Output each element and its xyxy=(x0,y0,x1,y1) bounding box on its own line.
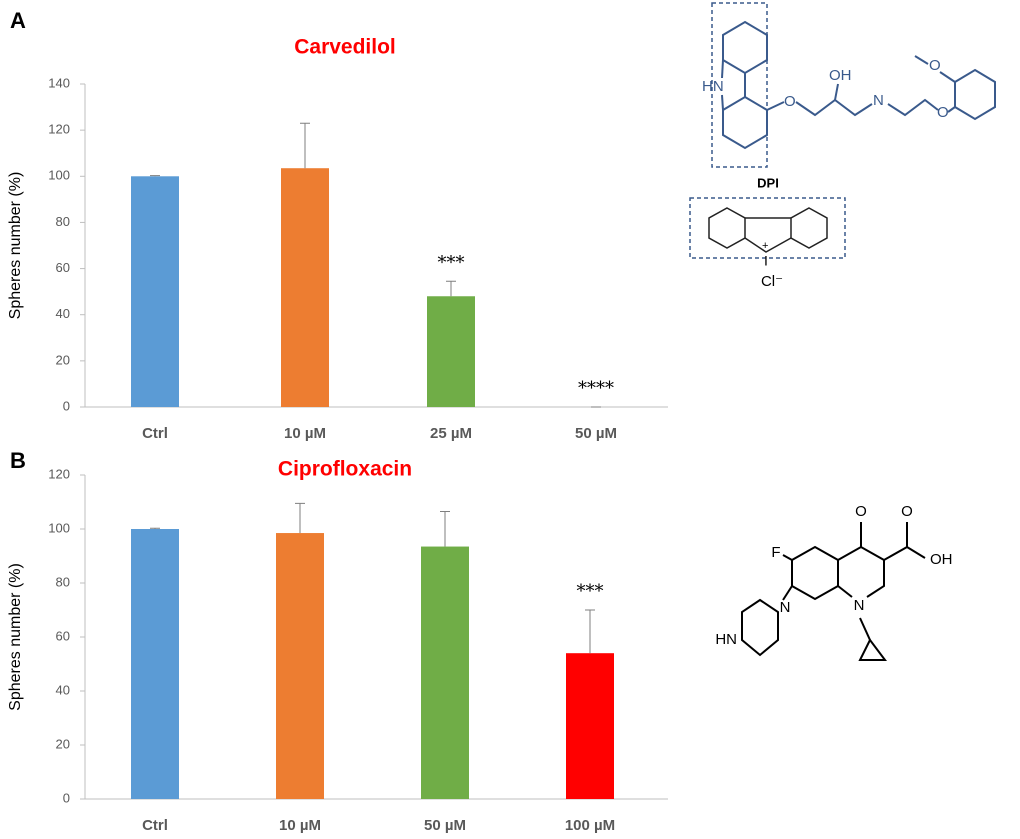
significance-label: *** xyxy=(577,581,604,602)
y-tick-label: 120 xyxy=(48,122,70,137)
atom-label: O xyxy=(901,503,913,520)
bond xyxy=(837,545,885,598)
y-tick-label: 80 xyxy=(56,574,70,589)
x-tick-label: 10 µM xyxy=(284,425,326,442)
y-tick-label: 60 xyxy=(56,260,70,275)
bar xyxy=(427,296,475,407)
atom-label: N xyxy=(873,92,884,109)
carbazole-box xyxy=(711,2,768,168)
bond xyxy=(722,95,768,150)
atom-label: O xyxy=(784,93,796,110)
atom-label: O xyxy=(937,104,949,121)
atom-label: HN xyxy=(702,78,724,95)
y-tick-label: 120 xyxy=(48,466,70,481)
error-bar xyxy=(150,175,160,177)
atom-label: HN xyxy=(715,631,737,648)
bond xyxy=(708,207,746,249)
ciprofloxacin-structure: F O O OH N N HN xyxy=(715,503,953,661)
y-tick-label: 100 xyxy=(48,168,70,183)
bond xyxy=(721,94,724,111)
atom-label: OH xyxy=(930,551,953,568)
bond xyxy=(744,237,792,253)
atom-label: N xyxy=(780,599,791,616)
atom-label: F xyxy=(771,544,780,561)
bond xyxy=(954,68,996,121)
chart-title: Ciprofloxacin xyxy=(278,458,412,481)
atom-label: Cl⁻ xyxy=(761,273,783,290)
panel-label: B xyxy=(10,448,26,473)
y-tick-label: 60 xyxy=(56,628,70,643)
y-tick-label: 80 xyxy=(56,214,70,229)
x-tick-label: 50 µM xyxy=(575,425,617,442)
y-tick-label: 20 xyxy=(56,736,70,751)
bond xyxy=(795,98,873,117)
bond xyxy=(834,83,839,101)
y-tick-label: 40 xyxy=(56,306,70,321)
bond xyxy=(791,545,839,601)
bond xyxy=(790,207,828,249)
error-bar xyxy=(300,122,310,169)
atom-label: OH xyxy=(829,67,852,84)
error-bar xyxy=(446,280,456,297)
bar xyxy=(276,533,324,799)
atom-label: O xyxy=(855,503,867,520)
carvedilol-structure: HN O OH N O O xyxy=(702,2,996,168)
bond xyxy=(887,98,939,117)
significance-label: *** xyxy=(438,252,465,273)
panel-label: A xyxy=(10,8,26,33)
y-tick-label: 100 xyxy=(48,520,70,535)
y-tick-label: 20 xyxy=(56,352,70,367)
bond xyxy=(939,71,956,83)
error-bar xyxy=(150,527,160,529)
chart-title: Carvedilol xyxy=(294,36,396,59)
atom-label: I xyxy=(764,253,768,269)
bond xyxy=(859,617,871,641)
error-bar xyxy=(585,609,595,654)
bond xyxy=(947,106,956,113)
bond xyxy=(766,101,785,111)
y-tick-label: 0 xyxy=(63,398,70,413)
x-tick-label: 50 µM xyxy=(424,817,466,834)
x-tick-label: 10 µM xyxy=(279,817,321,834)
y-axis-label: Spheres number (%) xyxy=(7,172,24,320)
y-tick-label: 140 xyxy=(48,75,70,90)
x-tick-label: Ctrl xyxy=(142,817,168,834)
error-bar xyxy=(440,510,450,547)
bar xyxy=(281,168,329,407)
bond xyxy=(858,638,887,661)
bond xyxy=(906,546,926,559)
y-axis-label: Spheres number (%) xyxy=(7,563,24,711)
dpi-structure: DPI + I Cl⁻ xyxy=(689,175,846,290)
bond xyxy=(721,59,724,79)
y-tick-label: 40 xyxy=(56,682,70,697)
bond xyxy=(914,55,929,65)
bond xyxy=(782,554,793,561)
atom-label: O xyxy=(929,57,941,74)
dpi-box xyxy=(689,197,846,259)
bond xyxy=(883,522,908,561)
bar xyxy=(131,176,179,407)
x-tick-label: 100 µM xyxy=(565,817,615,834)
error-bar xyxy=(295,502,305,534)
bond xyxy=(722,20,768,75)
x-tick-label: Ctrl xyxy=(142,425,168,442)
bond xyxy=(782,585,793,601)
bar xyxy=(131,529,179,799)
bar xyxy=(566,653,614,799)
atom-label: + xyxy=(762,240,768,252)
atom-label: N xyxy=(854,597,865,614)
bar xyxy=(421,546,469,799)
significance-label: **** xyxy=(578,378,614,399)
bond xyxy=(741,598,779,657)
y-tick-label: 0 xyxy=(63,790,70,805)
dpi-label: DPI xyxy=(757,175,779,190)
bond xyxy=(837,585,853,598)
x-tick-label: 25 µM xyxy=(430,425,472,442)
